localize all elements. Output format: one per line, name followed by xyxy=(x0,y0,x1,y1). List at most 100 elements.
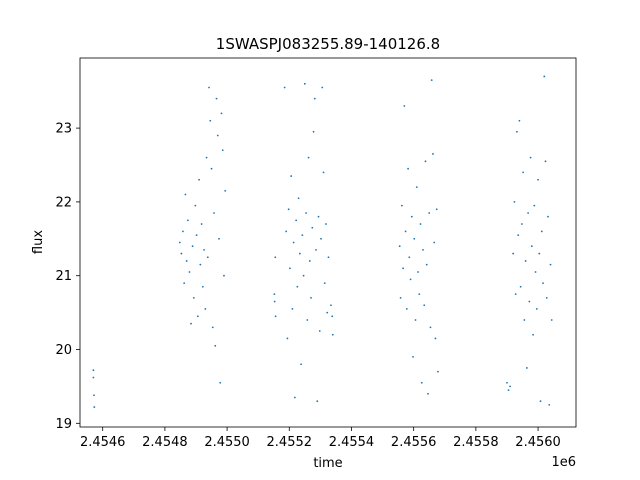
data-point xyxy=(509,385,511,388)
data-point xyxy=(321,86,324,89)
data-point xyxy=(306,319,309,321)
data-point xyxy=(305,212,307,214)
data-point xyxy=(199,263,202,266)
data-point xyxy=(547,215,549,218)
data-point xyxy=(435,208,438,211)
data-point xyxy=(191,245,194,248)
data-point xyxy=(522,171,525,174)
data-point xyxy=(527,212,530,214)
data-point xyxy=(417,271,419,273)
data-point xyxy=(285,230,288,233)
data-point xyxy=(424,160,427,163)
data-point xyxy=(216,134,219,137)
data-point xyxy=(283,86,286,89)
data-point xyxy=(325,223,327,225)
data-point xyxy=(523,319,526,321)
data-point xyxy=(529,156,532,159)
data-point xyxy=(206,256,209,259)
data-point xyxy=(506,381,508,384)
data-point xyxy=(419,223,422,225)
data-point xyxy=(425,263,428,266)
data-point xyxy=(300,363,302,366)
data-point xyxy=(92,376,95,379)
data-point xyxy=(313,97,316,100)
data-point xyxy=(519,285,522,288)
data-point xyxy=(409,278,412,281)
data-point xyxy=(316,400,319,403)
data-point xyxy=(528,300,531,303)
data-point xyxy=(223,274,225,277)
data-point xyxy=(93,394,95,397)
data-point xyxy=(208,86,210,89)
data-point xyxy=(399,296,402,299)
data-point xyxy=(542,282,544,284)
x-tick-label: 2.4554 xyxy=(329,435,375,450)
y-tick-label: 20 xyxy=(55,343,72,358)
data-point xyxy=(322,171,325,174)
data-point xyxy=(320,237,322,240)
data-point xyxy=(293,396,296,399)
data-point xyxy=(317,215,320,218)
data-point xyxy=(286,337,289,340)
x-tick-label: 2.4548 xyxy=(142,435,188,450)
data-point xyxy=(178,241,181,244)
data-point xyxy=(273,293,276,296)
data-point xyxy=(533,204,536,207)
data-point xyxy=(432,153,434,155)
data-point xyxy=(400,204,403,207)
data-point xyxy=(429,326,432,329)
x-tick-label: 2.4560 xyxy=(515,435,561,450)
data-point xyxy=(407,167,409,170)
data-point xyxy=(544,160,547,163)
data-point xyxy=(183,282,186,284)
data-point xyxy=(301,234,304,237)
data-point xyxy=(537,178,539,181)
data-point xyxy=(298,252,301,255)
y-tick-label: 19 xyxy=(55,417,72,432)
data-point xyxy=(194,204,197,207)
x-axis: 2.4546 2.4548 2.4550 2.4552 2.4554 2.4556 2.45… xyxy=(80,427,561,450)
data-point xyxy=(331,315,334,318)
data-point xyxy=(524,260,527,262)
data-point xyxy=(185,260,188,262)
data-point xyxy=(188,271,191,273)
data-point xyxy=(190,322,192,325)
data-point xyxy=(201,285,204,288)
data-point xyxy=(205,156,208,159)
data-point xyxy=(539,400,542,403)
data-point xyxy=(423,304,426,307)
data-point xyxy=(513,201,516,203)
data-point xyxy=(214,344,217,347)
data-point xyxy=(198,178,201,181)
data-point xyxy=(184,193,187,196)
data-point xyxy=(218,237,220,240)
data-point xyxy=(403,105,406,107)
data-point xyxy=(187,219,189,222)
data-point xyxy=(433,241,436,244)
data-point xyxy=(427,392,429,395)
data-point xyxy=(405,308,408,310)
data-point xyxy=(211,326,214,329)
data-point xyxy=(543,75,546,78)
y-axis-label: flux xyxy=(31,230,46,254)
data-point xyxy=(93,406,96,408)
data-point xyxy=(422,248,424,251)
data-point xyxy=(330,304,332,307)
data-point xyxy=(308,260,311,262)
data-point xyxy=(517,234,520,237)
data-point xyxy=(514,293,517,296)
plot-frame xyxy=(79,57,577,428)
data-point xyxy=(549,263,552,266)
data-point xyxy=(548,403,551,406)
data-point xyxy=(434,337,437,340)
data-point xyxy=(92,369,95,372)
data-point xyxy=(404,230,407,233)
data-point xyxy=(302,274,305,277)
data-point xyxy=(326,311,329,314)
y-tick-label: 21 xyxy=(55,269,72,284)
x-tick-label: 2.4556 xyxy=(391,435,437,450)
data-point xyxy=(219,381,222,384)
x-tick-label: 2.4558 xyxy=(453,435,499,450)
